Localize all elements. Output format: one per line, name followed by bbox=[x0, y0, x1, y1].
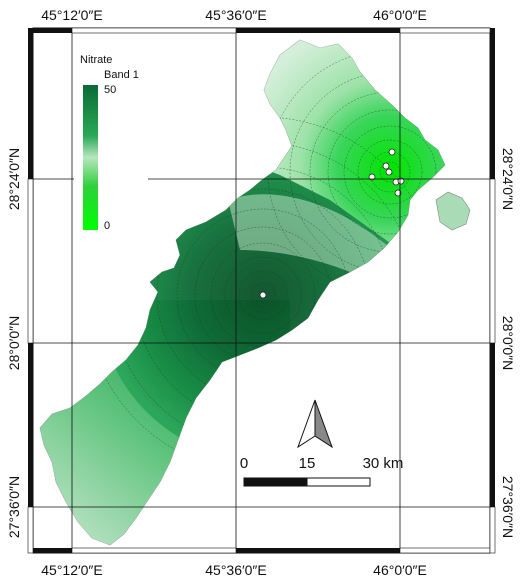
top-coordinate-labels: 45°12′0″E 45°36′0″E 46°0′0″E bbox=[41, 7, 427, 23]
sample-point bbox=[259, 291, 267, 299]
sample-points bbox=[259, 148, 405, 299]
bottom-lon-label: 46°0′0″E bbox=[373, 562, 427, 578]
left-lat-label: 28°24′0″N bbox=[6, 148, 22, 210]
scale-segment-black bbox=[243, 477, 308, 487]
scale-segment-white bbox=[306, 477, 371, 487]
top-lon-label: 45°12′0″E bbox=[41, 7, 102, 23]
left-lat-label: 27°36′0″N bbox=[6, 476, 22, 538]
legend-band-label: Band 1 bbox=[104, 69, 139, 81]
neatline bbox=[27, 27, 496, 554]
right-lat-label: 27°36′0″N bbox=[500, 476, 516, 538]
right-coordinate-labels: 28°24′0″N 28°0′0″N 27°36′0″N bbox=[500, 148, 516, 538]
left-lat-label: 28°0′0″N bbox=[6, 316, 22, 370]
sample-point bbox=[388, 148, 396, 156]
sample-point bbox=[385, 168, 393, 176]
legend: Nitrate Band 1 50 0 bbox=[74, 42, 148, 242]
legend-max-label: 50 bbox=[104, 84, 116, 96]
bottom-lon-label: 45°36′0″E bbox=[205, 562, 266, 578]
legend-color-ramp bbox=[83, 85, 98, 230]
scale-label-15: 15 bbox=[299, 455, 316, 472]
sample-point bbox=[368, 173, 376, 181]
top-lon-label: 46°0′0″E bbox=[373, 7, 427, 23]
right-lat-label: 28°24′0″N bbox=[500, 148, 516, 210]
legend-title: Nitrate bbox=[80, 54, 112, 66]
top-lon-label: 45°36′0″E bbox=[205, 7, 266, 23]
left-coordinate-labels: 28°24′0″N 28°0′0″N 27°36′0″N bbox=[6, 148, 22, 538]
bottom-lon-label: 45°12′0″E bbox=[41, 562, 102, 578]
sample-point bbox=[382, 162, 390, 170]
scale-bar: 0 15 30 km bbox=[240, 455, 404, 487]
scale-label-0: 0 bbox=[240, 455, 248, 472]
island-east bbox=[435, 191, 471, 231]
sample-point bbox=[397, 177, 405, 185]
sample-point bbox=[394, 189, 402, 197]
graticule bbox=[33, 28, 490, 553]
north-arrow-icon bbox=[297, 399, 333, 449]
right-lat-label: 28°0′0″N bbox=[500, 316, 516, 370]
bottom-coordinate-labels: 45°12′0″E 45°36′0″E 46°0′0″E bbox=[41, 562, 427, 578]
scale-label-30km: 30 km bbox=[363, 455, 404, 472]
legend-min-label: 0 bbox=[104, 220, 110, 232]
